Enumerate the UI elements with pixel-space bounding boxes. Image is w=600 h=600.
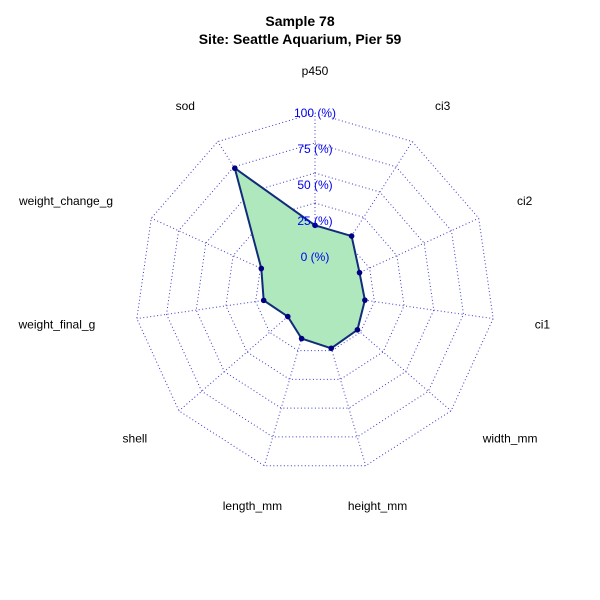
axis-label-p450: p450 <box>302 64 329 78</box>
grid-ring <box>195 172 435 409</box>
data-point-weight_change_g <box>258 265 265 272</box>
data-point-sod <box>232 165 238 172</box>
grid-spoke <box>324 327 367 466</box>
grid-spoke <box>347 217 479 279</box>
grid-spoke <box>151 217 283 279</box>
data-point-length_mm <box>298 335 305 342</box>
axis-labels: p450 ci3 ci2 ci1 width_mm height_mm length_mm s… <box>18 64 551 513</box>
data-point-ci2 <box>356 269 363 276</box>
axis-label-weight_change_g: weight_change_g <box>18 194 113 208</box>
ring-label: 100 (%) <box>294 106 336 120</box>
ring-label: 50 (%) <box>297 178 332 192</box>
grid-ring <box>166 142 464 438</box>
data-point-ci3 <box>348 233 355 239</box>
series-area <box>233 167 366 350</box>
data-point-width_mm <box>354 326 361 333</box>
data-point-shell <box>284 313 291 320</box>
grid-ring <box>255 232 375 352</box>
axis-label-ci3: ci3 <box>435 99 451 113</box>
data-point-p450 <box>312 222 318 229</box>
ring-labels: 0 (%) 25 (%) 50 (%) 75 (%) 100 (%) <box>294 106 336 264</box>
axis-label-length_mm: length_mm <box>223 499 282 513</box>
grid-spoke <box>350 297 494 320</box>
chart-subtitle: Site: Seattle Aquarium, Pier 59 <box>198 31 402 47</box>
axis-label-height_mm: height_mm <box>348 499 407 513</box>
chart-title: Sample 78 <box>265 13 335 29</box>
axis-label-ci1: ci1 <box>535 318 551 332</box>
axis-label-sod: sod <box>176 99 195 113</box>
axis-label-width_mm: width_mm <box>482 431 538 445</box>
grid-spoke <box>136 297 280 320</box>
grid-spoke <box>263 327 306 466</box>
data-point-weight_final_g <box>260 297 267 304</box>
grid-spoke <box>334 141 413 263</box>
grid-spoke <box>178 316 289 412</box>
axis-label-ci2: ci2 <box>517 194 533 208</box>
data-point-ci1 <box>362 297 368 303</box>
axis-label-weight_final_g: weight_final_g <box>18 318 96 332</box>
radar-series <box>232 165 368 352</box>
ring-label: 25 (%) <box>297 214 332 228</box>
grid-spoke <box>217 141 296 263</box>
ring-label: 75 (%) <box>297 142 332 156</box>
radar-grid <box>136 112 494 467</box>
axis-label-shell: shell <box>123 431 148 445</box>
grid-ring <box>136 112 494 467</box>
ring-label: 0 (%) <box>301 250 330 264</box>
data-point-height_mm <box>328 345 335 352</box>
grid-spoke <box>341 316 452 412</box>
